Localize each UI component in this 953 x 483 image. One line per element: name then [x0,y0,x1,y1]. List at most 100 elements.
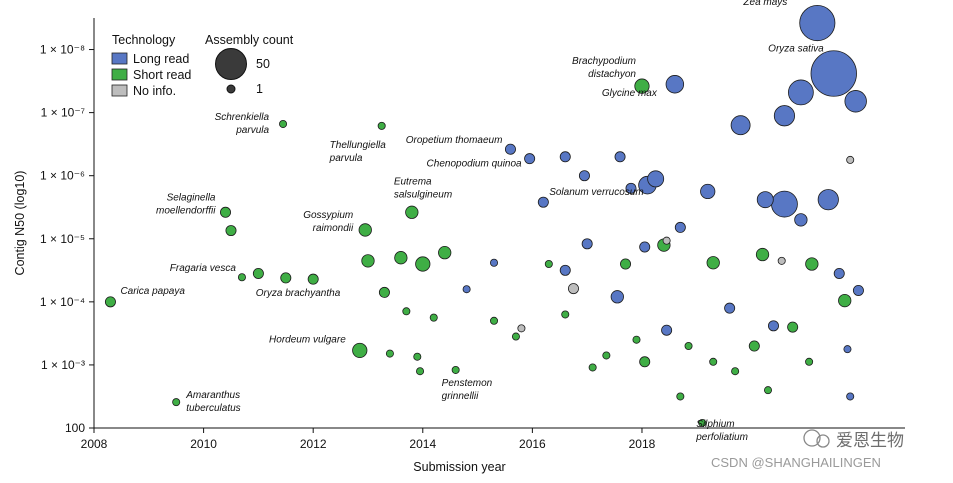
data-point[interactable] [777,256,786,265]
y-tick-label: 1 × 10⁻⁵ [40,232,85,246]
data-point[interactable] [773,105,796,127]
annotation-line: Fragaria vesca [170,263,237,274]
data-point[interactable] [378,286,390,298]
data-point[interactable] [511,332,520,341]
data-point[interactable] [709,357,718,366]
data-point[interactable] [730,115,751,136]
data-point[interactable] [700,183,716,200]
data-point[interactable] [810,50,857,97]
data-point[interactable] [767,320,779,332]
axes: 2008 2010 2012 2014 2016 2018 1 × 10⁻⁸ 1 × 10⁻⁷… [13,18,905,474]
data-point[interactable] [220,206,232,218]
data-point[interactable] [639,356,651,368]
data-point[interactable] [698,418,707,427]
data-point[interactable] [844,90,867,113]
annotation-line: Oryza brachyantha [256,288,341,299]
y-axis-label: Contig N50 (log10) [13,171,27,276]
data-point[interactable] [405,205,419,219]
data-point[interactable] [620,258,632,270]
data-point[interactable] [634,78,650,94]
data-point[interactable] [104,296,116,308]
data-point[interactable] [415,256,431,272]
data-point[interactable] [416,367,425,376]
data-point[interactable] [764,386,773,395]
data-point[interactable] [639,241,651,253]
data-point[interactable] [676,392,685,401]
data-point[interactable] [846,392,855,401]
data-point[interactable] [724,302,736,314]
data-point[interactable] [561,310,570,319]
data-point[interactable] [794,213,808,227]
data-point[interactable] [578,170,590,182]
data-point[interactable] [756,191,774,209]
data-point[interactable] [490,316,499,325]
data-point[interactable] [674,221,686,233]
data-point[interactable] [537,196,549,208]
data-point[interactable] [731,367,740,376]
data-point[interactable] [237,273,246,282]
data-point[interactable] [352,342,368,359]
data-point[interactable] [852,285,864,296]
data-point[interactable] [661,324,673,336]
data-point[interactable] [838,293,852,308]
data-point[interactable] [632,335,641,344]
data-point[interactable] [581,238,593,250]
data-point[interactable] [684,341,693,350]
annotation-line: grinnellii [442,391,479,402]
data-point[interactable] [358,223,372,237]
data-point[interactable] [504,143,516,155]
data-point[interactable] [517,324,526,333]
data-point[interactable] [280,272,292,284]
data-point[interactable] [614,151,626,163]
data-point[interactable] [748,340,760,352]
data-point[interactable] [662,236,671,245]
data-point[interactable] [524,153,536,165]
data-point[interactable] [307,273,319,285]
data-point[interactable] [413,352,422,361]
data-point[interactable] [429,313,438,322]
data-point[interactable] [225,225,237,237]
data-point[interactable] [394,251,408,265]
annotation-line: Eutrema [394,176,432,187]
data-point[interactable] [817,189,839,211]
data-point[interactable] [544,259,553,268]
data-point[interactable] [833,267,845,279]
data-point[interactable] [843,345,852,354]
annotation-line: tuberculatus [186,403,240,414]
data-point[interactable] [252,267,264,279]
data-point[interactable] [787,321,799,333]
data-point[interactable] [279,119,288,128]
data-point[interactable] [805,257,819,271]
data-point[interactable] [588,363,597,372]
data-point[interactable] [462,285,471,294]
data-point[interactable] [706,256,720,270]
data-point[interactable] [377,121,386,130]
data-point[interactable] [385,349,394,358]
data-point[interactable] [559,264,571,276]
annotation-line: moellendorffii [156,205,216,216]
data-point[interactable] [438,246,452,260]
annotation-label: Hordeum vulgare [269,334,346,345]
legend-size-circle [215,48,247,80]
data-point[interactable] [755,247,770,262]
data-point[interactable] [402,307,411,316]
data-point[interactable] [610,290,624,304]
data-point[interactable] [647,170,665,188]
data-point[interactable] [805,357,814,366]
annotation-line: Gossypium [303,210,353,221]
data-point[interactable] [490,258,499,267]
data-point[interactable] [602,351,611,360]
data-point[interactable] [625,182,637,194]
data-point[interactable] [172,398,181,407]
data-point[interactable] [788,79,814,106]
data-point[interactable] [846,155,855,164]
data-point[interactable] [451,365,460,374]
data-point[interactable] [567,283,579,295]
data-point[interactable] [559,151,571,163]
data-point[interactable] [361,254,375,268]
legend-label: Short read [133,68,191,82]
data-point[interactable] [665,75,685,94]
data-point[interactable] [771,190,798,218]
wechat-icon [803,429,821,447]
data-point[interactable] [799,5,836,42]
